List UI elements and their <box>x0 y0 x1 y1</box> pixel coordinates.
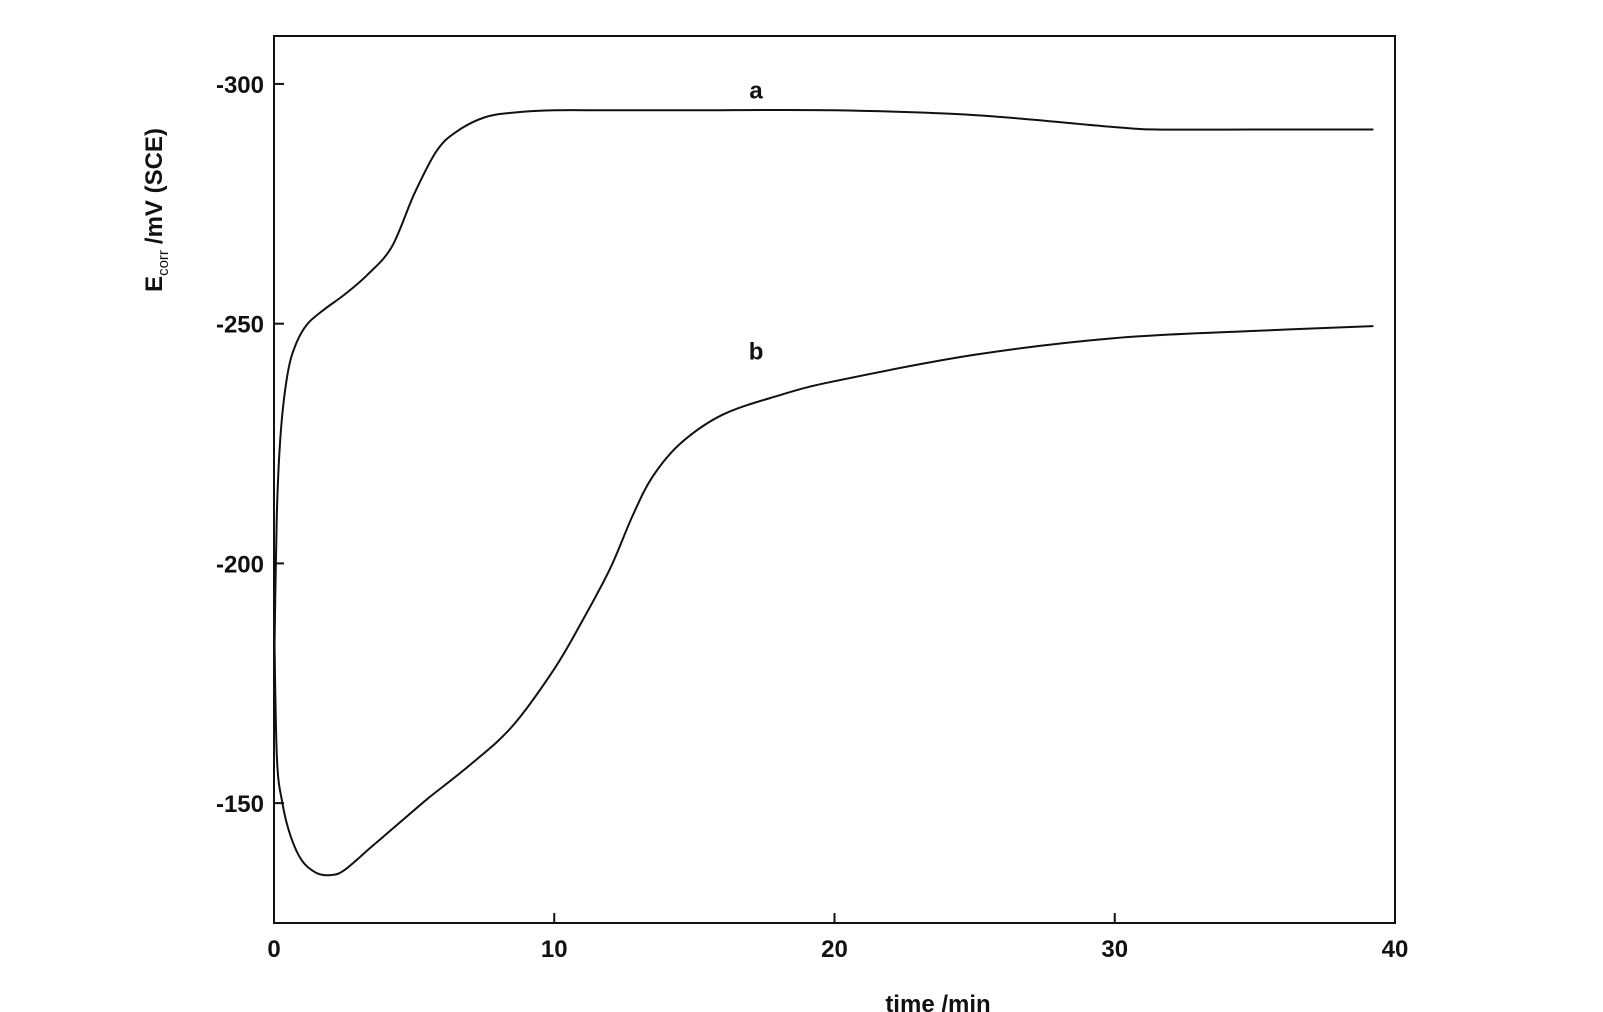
series-labels: ab <box>749 77 764 365</box>
y-axis-title-subscript: corr <box>155 250 172 276</box>
series-label-a: a <box>749 77 763 104</box>
y-axis-title-unit: /mV (SCE) <box>141 128 168 244</box>
x-axis-ticks: 0 10 20 30 40 <box>267 913 1408 963</box>
x-tick-label: 0 <box>267 936 280 963</box>
x-axis-title: time /min <box>885 991 990 1012</box>
series-line-a <box>273 108 1374 685</box>
plot-frame <box>273 35 1396 924</box>
series-line-b <box>273 325 1374 877</box>
x-tick-label: 20 <box>821 936 848 963</box>
x-tick-label: 40 <box>1382 936 1409 963</box>
series-label-b: b <box>749 339 764 366</box>
y-axis-title: Ecorr/mV (SCE) <box>141 128 172 292</box>
y-axis-title-main: E <box>141 276 168 292</box>
x-tick-label: 30 <box>1101 936 1128 963</box>
y-axis-ticks: -300 -250 -200 -150 <box>216 72 284 818</box>
y-tick-label: -300 <box>216 72 264 99</box>
series-lines <box>273 108 1374 877</box>
y-tick-label: -200 <box>216 551 264 578</box>
x-tick-label: 10 <box>541 936 568 963</box>
y-tick-label: -250 <box>216 312 264 339</box>
y-tick-label: -150 <box>216 791 264 818</box>
